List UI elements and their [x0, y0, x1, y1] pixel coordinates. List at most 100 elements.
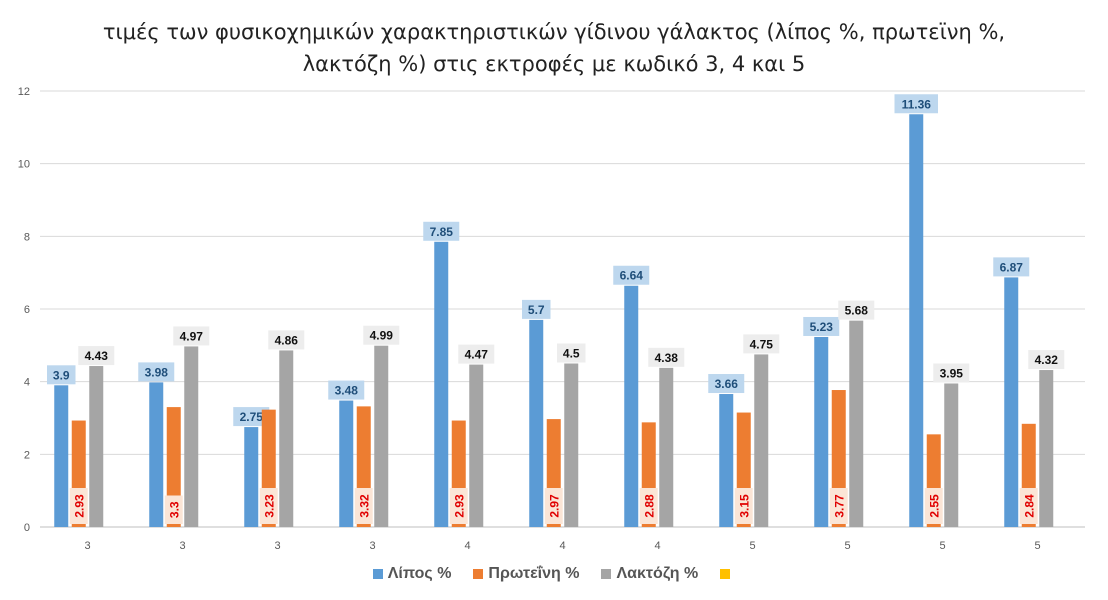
bar-lactose [279, 350, 294, 527]
bar-fat [244, 427, 259, 527]
data-label-bg [803, 316, 840, 336]
legend: Λίπος % Πρωτεΐνη % Λακτόζη % [0, 565, 1108, 583]
data-label-bg [423, 221, 460, 241]
data-label-protein: 3.77 [829, 488, 848, 524]
bar-lactose [564, 363, 579, 527]
data-label-fat: 3.66 [715, 377, 739, 391]
data-label-bg [639, 488, 658, 524]
data-label-lactose: 4.97 [180, 329, 204, 343]
data-label-protein: 2.97 [544, 488, 563, 524]
bar-fat [814, 336, 829, 527]
data-label-bg [829, 488, 848, 524]
data-label-lactose: 4.38 [655, 351, 679, 365]
data-label-bg [894, 94, 938, 114]
data-label-lactose: 4.5 [563, 347, 580, 361]
legend-item [720, 565, 735, 583]
data-label-bg [557, 343, 586, 363]
x-tick-label: 5 [749, 540, 755, 552]
data-label-protein: 2.93 [449, 488, 468, 524]
data-label-protein: 3.15 [734, 488, 753, 524]
y-tick-label: 12 [18, 86, 30, 98]
data-label-protein: 3.23 [259, 488, 278, 524]
data-label-bg [708, 374, 745, 394]
legend-swatch [720, 569, 731, 579]
legend-swatch [473, 569, 484, 579]
legend-item: Λίπος % [372, 565, 452, 583]
data-label-protein: 2.88 [639, 488, 658, 524]
data-label-fat: 3.98 [145, 365, 169, 379]
y-tick-label: 2 [24, 449, 30, 461]
data-label-text: 3.23 [262, 494, 276, 518]
legend-item: Λακτόζη % [601, 565, 698, 583]
data-label-bg [449, 488, 468, 524]
x-tick-label: 3 [179, 540, 185, 552]
legend-item: Πρωτεΐνη % [473, 565, 579, 583]
data-label-protein: 2.93 [69, 488, 88, 524]
bar-fat [624, 285, 639, 527]
bar-fat [434, 241, 449, 528]
data-label-bg [69, 488, 88, 524]
bar-fat [149, 382, 164, 527]
data-label-text: 2.93 [72, 494, 86, 518]
data-label-text: 2.55 [927, 494, 941, 518]
data-label-bg [734, 488, 753, 524]
legend-label: Λακτόζη % [616, 565, 699, 582]
data-label-fat: 3.9 [53, 368, 70, 382]
data-label-lactose: 5.68 [845, 304, 869, 318]
data-label-bg [363, 325, 400, 345]
data-label-bg [838, 300, 875, 320]
data-label-bg [259, 488, 278, 524]
legend-swatch [372, 569, 383, 579]
data-label-text: 3.77 [832, 494, 846, 518]
data-label-lactose: 4.47 [465, 348, 489, 362]
data-label-bg [233, 407, 270, 427]
data-label-bg [522, 299, 551, 319]
data-label-fat: 7.85 [430, 225, 454, 239]
data-label-text: 2.97 [547, 494, 561, 518]
y-tick-label: 8 [24, 231, 30, 243]
data-label-protein: 3.32 [354, 488, 373, 524]
legend-swatch [601, 569, 612, 579]
x-tick-label: 3 [84, 540, 90, 552]
data-label-lactose: 4.86 [275, 333, 299, 347]
y-tick-label: 4 [24, 377, 30, 389]
data-label-fat: 6.64 [620, 269, 644, 283]
bar-fat [529, 319, 544, 527]
data-label-lactose: 3.95 [940, 366, 964, 380]
x-tick-label: 4 [559, 540, 565, 552]
bar-lactose [659, 367, 674, 527]
title-line-2: λακτόζη %) στις εκτροφές με κωδικό 3, 4 … [302, 52, 806, 76]
data-label-lactose: 4.32 [1035, 353, 1059, 367]
legend-label: Λίπος % [387, 565, 452, 582]
data-label-lactose: 4.75 [750, 337, 774, 351]
data-label-bg [164, 495, 183, 524]
data-label-bg [743, 334, 780, 354]
x-tick-label: 4 [654, 540, 660, 552]
data-label-bg [328, 380, 365, 400]
bar-lactose [849, 320, 864, 527]
data-label-fat: 11.36 [902, 97, 932, 111]
data-label-bg [544, 488, 563, 524]
data-label-bg [1019, 488, 1038, 524]
y-tick-label: 10 [18, 159, 30, 171]
legend-label: Πρωτεΐνη % [488, 565, 580, 582]
bar-fat [909, 114, 924, 528]
y-tick-label: 0 [24, 522, 30, 534]
bar-fat [339, 400, 354, 527]
x-tick-label: 5 [844, 540, 850, 552]
data-label-bg [993, 257, 1030, 277]
x-tick-label: 3 [369, 540, 375, 552]
data-label-protein: 3.3 [164, 495, 183, 524]
data-label-text: 2.84 [1022, 494, 1036, 518]
data-label-bg [173, 326, 210, 346]
bar-fat [1004, 277, 1019, 527]
data-label-protein: 2.55 [924, 488, 943, 524]
data-label-bg [354, 488, 373, 524]
bar-lactose [374, 345, 389, 527]
bar-lactose [1039, 370, 1054, 527]
data-label-fat: 2.75 [240, 410, 264, 424]
data-label-text: 3.15 [737, 494, 751, 518]
y-tick-label: 6 [24, 304, 30, 316]
bar-lactose [944, 383, 959, 527]
